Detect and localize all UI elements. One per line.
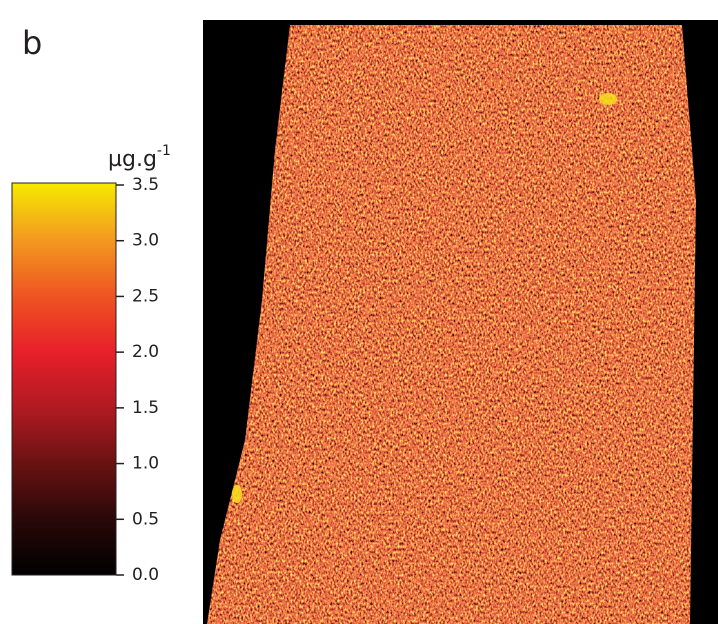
tick-label: 0.5 bbox=[132, 509, 159, 529]
tick-label: 3.0 bbox=[132, 231, 159, 251]
tick-label: 0.0 bbox=[132, 565, 159, 585]
colorbar-ticks: 3.5 3.0 2.5 2.0 1.5 1.0 0.5 0.0 bbox=[116, 175, 159, 585]
unit-base: µg.g bbox=[108, 147, 157, 172]
element-map bbox=[207, 25, 696, 624]
unit-exponent: -1 bbox=[157, 143, 171, 159]
colorbar bbox=[11, 182, 117, 576]
hotspot bbox=[599, 93, 617, 105]
tick-label: 1.5 bbox=[132, 398, 159, 418]
tick-label: 3.5 bbox=[132, 175, 159, 195]
panel-label: b bbox=[22, 24, 42, 62]
tick-label: 2.0 bbox=[132, 342, 159, 362]
tick-label: 2.5 bbox=[132, 286, 159, 306]
colorbar-unit: µg.g-1 bbox=[108, 143, 171, 172]
hotspot bbox=[232, 485, 242, 503]
tick-label: 1.0 bbox=[132, 454, 159, 474]
